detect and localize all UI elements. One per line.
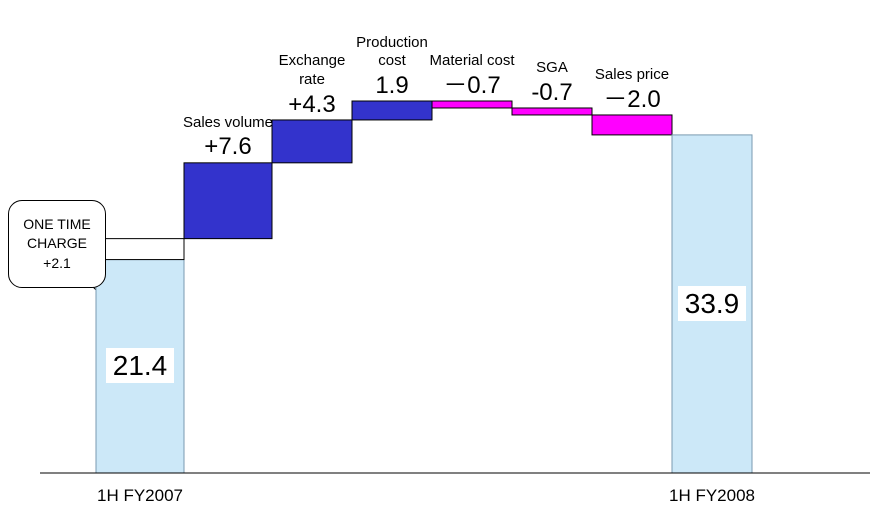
x-tick-label: 1H FY2008 [669, 486, 755, 505]
category-label: Exchange rate [278, 52, 346, 89]
callout-value: +2.1 [43, 254, 71, 271]
category-label: Production cost [356, 33, 428, 70]
value-label: 21.4 [106, 348, 174, 384]
category-label: Sales price [594, 66, 670, 84]
bar [431, 100, 513, 109]
bar [95, 238, 185, 261]
value-label: 33.9 [678, 285, 746, 321]
value-label: +7.6 [204, 133, 252, 161]
value-label: -0.7 [531, 78, 573, 106]
callout: ONE TIME CHARGE +2.1 [8, 200, 106, 288]
category-label: SGA [536, 59, 568, 77]
category-label: Material cost [429, 52, 515, 70]
bar [271, 119, 353, 164]
bar [183, 162, 273, 240]
value-label: 1.9 [375, 71, 409, 99]
x-tick-label: 1H FY2007 [97, 486, 183, 505]
bar [591, 114, 673, 136]
value-label: +4.3 [288, 90, 336, 118]
category-label: Sales volume [182, 114, 274, 132]
bar [511, 107, 593, 116]
value-label: －2.0 [603, 85, 661, 113]
value-label: －0.7 [443, 71, 501, 99]
bar [351, 100, 433, 121]
callout-label: ONE TIME CHARGE [23, 215, 91, 252]
